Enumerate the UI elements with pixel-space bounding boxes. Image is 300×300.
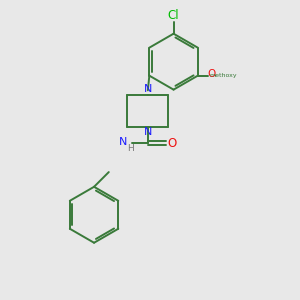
Text: O: O: [167, 137, 177, 150]
Text: methoxy: methoxy: [210, 73, 237, 78]
Text: O: O: [208, 69, 216, 79]
Text: Cl: Cl: [168, 9, 179, 22]
Text: N: N: [144, 85, 152, 94]
Text: N: N: [119, 137, 128, 147]
Text: H: H: [127, 144, 134, 153]
Text: N: N: [144, 128, 152, 137]
